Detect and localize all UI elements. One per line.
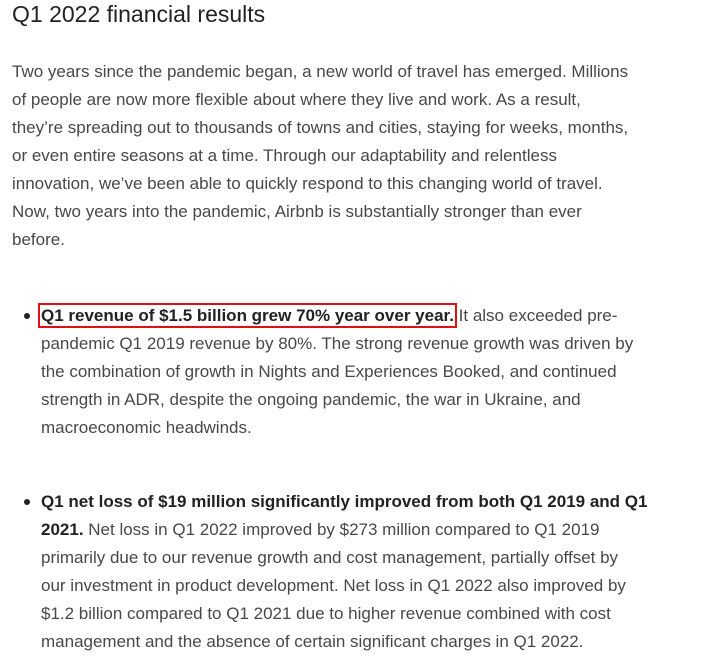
text-line: pandemic Q1 2019 revenue by 80%. The str…	[41, 334, 634, 353]
page-title: Q1 2022 financial results	[12, 1, 266, 27]
bullet-icon	[24, 313, 30, 319]
text-line: primarily due to our revenue growth and …	[41, 548, 619, 567]
text-line: they’re spreading out to thousands of to…	[12, 118, 629, 137]
highlighted-revenue-text: Q1 revenue of $1.5 billion grew 70% year…	[38, 303, 457, 328]
text-line: the combination of growth in Nights and …	[41, 362, 617, 381]
text-line: our investment in product development. N…	[41, 576, 626, 595]
text-line: strength in ADR, despite the ongoing pan…	[41, 390, 581, 409]
list-item-revenue: Q1 revenue of $1.5 billion grew 70% year…	[24, 302, 634, 442]
bold-text-line: Q1 net loss of $19 million significantly…	[41, 492, 648, 511]
text-line: of people are now more flexible about wh…	[12, 90, 581, 109]
bullet-icon	[24, 499, 30, 505]
text-line: Two years since the pandemic began, a ne…	[12, 62, 629, 81]
text-span: It also exceeded pre-	[453, 306, 618, 325]
text-line: or even entire seasons at a time. Throug…	[12, 146, 557, 165]
text-line: macroeconomic headwinds.	[41, 418, 252, 437]
text-span: Net loss in Q1 2022 improved by $273 mil…	[83, 520, 600, 539]
text-line: before.	[12, 230, 65, 249]
text-line: innovation, we’ve been able to quickly r…	[12, 174, 603, 193]
list-item-net-loss: Q1 net loss of $19 million significantly…	[24, 488, 648, 656]
text-line: management and the absence of certain si…	[41, 632, 584, 651]
intro-paragraph: Two years since the pandemic began, a ne…	[12, 58, 628, 254]
bold-text: 2021.	[41, 520, 84, 539]
text-line: $1.2 billion compared to Q1 2021 due to …	[41, 604, 611, 623]
text-line: Now, two years into the pandemic, Airbnb…	[12, 202, 582, 221]
